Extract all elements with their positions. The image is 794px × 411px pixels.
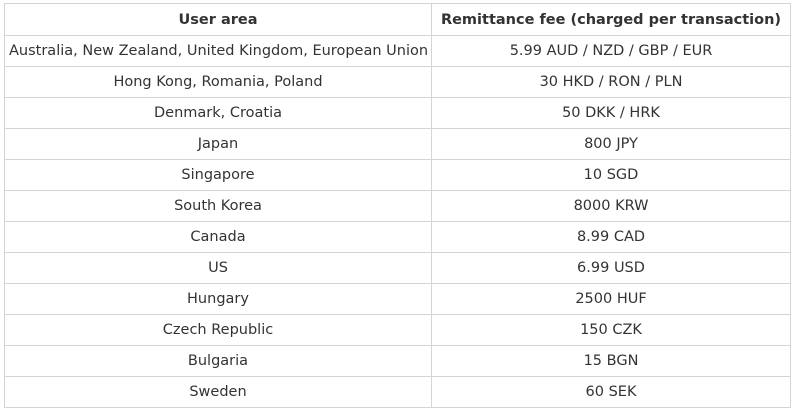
user-area-cell: Hungary	[4, 283, 432, 315]
fee-table-container: User area Remittance fee (charged per tra…	[4, 3, 791, 408]
table-row: Czech Republic 150 CZK	[4, 314, 791, 346]
user-area-cell: Australia, New Zealand, United Kingdom, …	[4, 35, 432, 67]
fee-table: User area Remittance fee (charged per tra…	[4, 3, 791, 408]
table-row: South Korea 8000 KRW	[4, 190, 791, 222]
user-area-cell: Czech Republic	[4, 314, 432, 346]
table-row: Bulgaria 15 BGN	[4, 345, 791, 377]
table-row: Canada 8.99 CAD	[4, 221, 791, 253]
fee-cell: 50 DKK / HRK	[431, 97, 791, 129]
header-cell: User area	[4, 3, 432, 36]
table-row: Japan 800 JPY	[4, 128, 791, 160]
fee-cell: 10 SGD	[431, 159, 791, 191]
table-row: Australia, New Zealand, United Kingdom, …	[4, 35, 791, 67]
header-row: User area Remittance fee (charged per tra…	[4, 3, 791, 36]
table-row: US 6.99 USD	[4, 252, 791, 284]
fee-cell: 60 SEK	[431, 376, 791, 408]
table-row: Singapore 10 SGD	[4, 159, 791, 191]
table-row: Sweden 60 SEK	[4, 376, 791, 408]
table-row: Hungary 2500 HUF	[4, 283, 791, 315]
user-area-cell: Japan	[4, 128, 432, 160]
fee-cell: 2500 HUF	[431, 283, 791, 315]
user-area-cell: US	[4, 252, 432, 284]
user-area-cell: Canada	[4, 221, 432, 253]
user-area-cell: Hong Kong, Romania, Poland	[4, 66, 432, 98]
fee-cell: 15 BGN	[431, 345, 791, 377]
user-area-cell: Singapore	[4, 159, 432, 191]
table-row: Hong Kong, Romania, Poland 30 HKD / RON /…	[4, 66, 791, 98]
user-area-cell: South Korea	[4, 190, 432, 222]
user-area-cell: Bulgaria	[4, 345, 432, 377]
table-row: Denmark, Croatia 50 DKK / HRK	[4, 97, 791, 129]
fee-cell: 150 CZK	[431, 314, 791, 346]
fee-cell: 8000 KRW	[431, 190, 791, 222]
user-area-cell: Sweden	[4, 376, 432, 408]
fee-cell: 30 HKD / RON / PLN	[431, 66, 791, 98]
user-area-cell: Denmark, Croatia	[4, 97, 432, 129]
fee-cell: 5.99 AUD / NZD / GBP / EUR	[431, 35, 791, 67]
fee-cell: 6.99 USD	[431, 252, 791, 284]
fee-cell: 8.99 CAD	[431, 221, 791, 253]
fee-cell: 800 JPY	[431, 128, 791, 160]
header-cell: Remittance fee (charged per transaction)	[431, 3, 791, 36]
